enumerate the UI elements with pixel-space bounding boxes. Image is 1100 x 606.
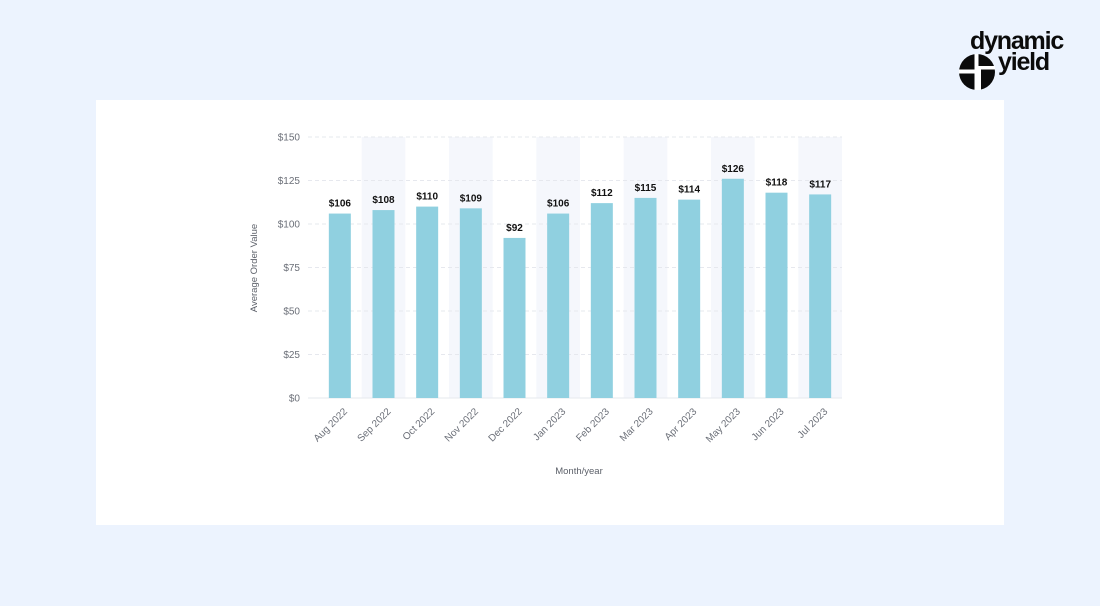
value-label: $114	[678, 185, 700, 196]
value-label: $126	[722, 164, 745, 175]
value-label: $115	[635, 183, 657, 194]
x-tick-label: Mar 2023	[618, 406, 656, 444]
value-label: $106	[329, 199, 352, 210]
bar	[459, 208, 482, 398]
x-tick-label: Oct 2022	[401, 406, 438, 443]
y-tick-label: $50	[283, 307, 300, 318]
dynamic-yield-logo-mark-icon	[959, 54, 995, 90]
bar	[634, 197, 657, 398]
x-tick-label: Jan 2023	[531, 406, 568, 443]
x-tick-label: Feb 2023	[574, 406, 612, 444]
x-axis-title: Month/year	[555, 466, 603, 477]
value-label: $109	[460, 193, 483, 204]
value-label: $92	[506, 223, 523, 234]
x-tick-label: Jul 2023	[796, 406, 831, 441]
y-tick-label: $125	[278, 176, 301, 187]
bar	[416, 206, 439, 398]
bar	[721, 178, 744, 398]
bar	[503, 237, 526, 398]
value-labels: $106 $108 $110 $109 $92 $106 $112 $115 $114 $126 $…	[329, 164, 832, 234]
dynamic-yield-logo: dynamic yield	[956, 28, 1074, 92]
x-tick-label: Apr 2023	[663, 406, 700, 443]
bar	[809, 194, 832, 398]
y-tick-label: $75	[283, 263, 300, 274]
chart-card: $0 $25 $50 $75 $100 $125 $150 $106 $108 $110 $109…	[96, 100, 1004, 525]
value-label: $117	[809, 179, 831, 190]
y-tick-label: $0	[289, 394, 301, 405]
value-label: $110	[416, 192, 438, 203]
value-label: $118	[766, 178, 788, 189]
bars	[328, 178, 832, 398]
value-label: $106	[547, 199, 570, 210]
value-label: $112	[591, 188, 613, 199]
logo-text-yield: yield	[998, 48, 1050, 76]
x-tick-label: May 2023	[704, 406, 743, 445]
bar	[372, 210, 395, 398]
bar	[328, 213, 351, 398]
bar	[547, 213, 570, 398]
bar	[765, 192, 788, 398]
y-tick-label: $100	[278, 220, 301, 231]
gridlines	[308, 136, 842, 399]
x-tick-label: Sep 2022	[356, 406, 394, 444]
y-axis-title: Average Order Value	[249, 224, 260, 312]
logo-text-dynamic: dynamic	[970, 27, 1064, 55]
x-axis-ticks: Aug 2022 Sep 2022 Oct 2022 Nov 2022 Dec 2022…	[312, 406, 831, 445]
y-tick-label: $150	[278, 133, 301, 144]
bar	[590, 203, 613, 398]
x-tick-label: Nov 2022	[443, 406, 481, 444]
bar-chart: $0 $25 $50 $75 $100 $125 $150 $106 $108 $110 $109…	[249, 133, 842, 477]
value-label: $108	[372, 195, 395, 206]
y-axis-ticks: $0 $25 $50 $75 $100 $125 $150	[278, 133, 301, 405]
x-tick-label: Aug 2022	[312, 406, 350, 444]
y-tick-label: $25	[283, 350, 300, 361]
bar	[678, 199, 701, 398]
x-tick-label: Jun 2023	[750, 406, 787, 443]
x-tick-label: Dec 2022	[487, 406, 525, 444]
